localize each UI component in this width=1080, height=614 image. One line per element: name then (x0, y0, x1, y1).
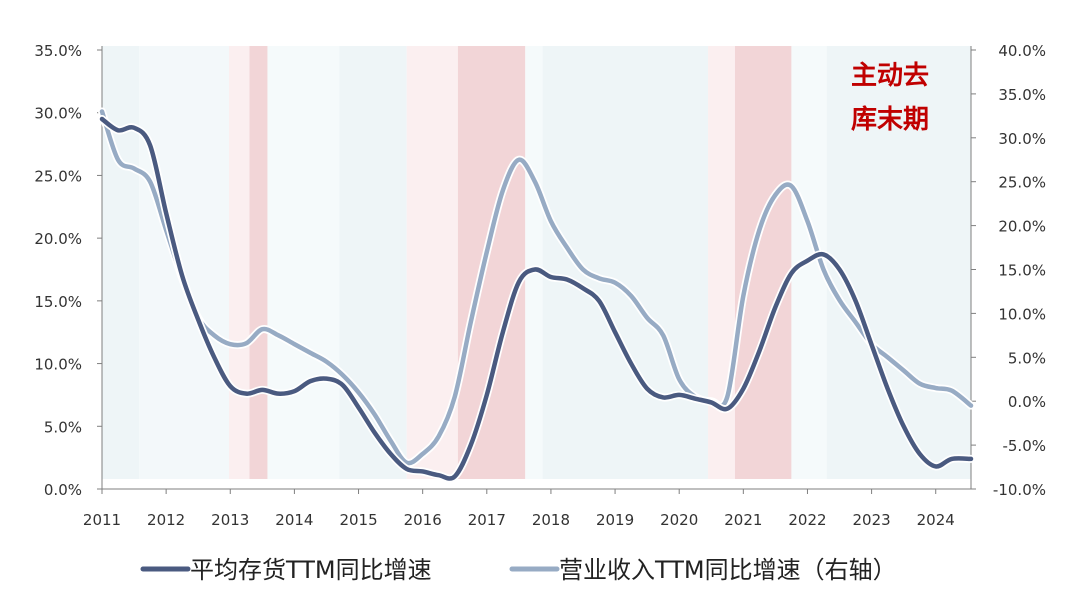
x-axis-tick-label: 2013 (211, 511, 249, 529)
left-axis-tick-label: 10.0% (34, 356, 82, 374)
legend-label-revenue: 营业收入TTM同比增速（右轴） (559, 556, 897, 584)
right-axis-tick-label: 40.0% (998, 42, 1046, 60)
annotation-line-1: 主动去 (851, 61, 929, 91)
series-line-revenue (99, 109, 974, 466)
right-axis-tick-label: 25.0% (998, 174, 1046, 192)
left-axis-tick-label: 35.0% (34, 42, 82, 60)
shaded-period-4 (267, 46, 340, 479)
left-axis-tick-label: 30.0% (34, 105, 82, 123)
legend: 平均存货TTM同比增速 营业收入TTM同比增速（右轴） (140, 556, 897, 584)
x-axis-tick-label: 2022 (788, 511, 826, 529)
shaded-period-10 (708, 46, 735, 479)
series-line-inventory (99, 116, 974, 481)
x-axis-tick-label: 2019 (596, 511, 634, 529)
x-axis-tick-label: 2014 (275, 511, 313, 529)
series-lines (98, 107, 975, 483)
right-axis-tick-label: 20.0% (998, 218, 1046, 236)
x-axis-tick-label: 2020 (660, 511, 698, 529)
shaded-period-1 (139, 46, 229, 479)
x-axis-tick-label: 2024 (917, 511, 955, 529)
shaded-period-9 (542, 46, 709, 479)
shaded-period-2 (228, 46, 250, 479)
annotation-line-2: 库末期 (851, 105, 929, 135)
annotation: 主动去 库末期 (851, 61, 929, 135)
left-axis-tick-label: 15.0% (34, 293, 82, 311)
shaded-period-0 (102, 46, 140, 479)
right-axis-tick-label: 5.0% (1008, 349, 1046, 367)
right-axis-tick-label: 35.0% (998, 86, 1046, 104)
left-axis-tick-label: 0.0% (44, 481, 82, 499)
shaded-periods (102, 46, 971, 479)
x-axis-tick-label: 2017 (468, 511, 506, 529)
shaded-period-7 (457, 46, 526, 479)
right-axis-tick-label: 0.0% (1008, 393, 1046, 411)
right-axis-tick-label: -10.0% (993, 481, 1046, 499)
left-axis-tick-label: 20.0% (34, 230, 82, 248)
x-axis-tick-label: 2023 (853, 511, 891, 529)
shaded-period-11 (734, 46, 792, 479)
right-axis-tick-label: 10.0% (998, 305, 1046, 323)
x-axis-tick-label: 2018 (532, 511, 570, 529)
x-axis-tick-label: 2015 (339, 511, 377, 529)
left-axis-tick-label: 5.0% (44, 418, 82, 436)
axes: 0.0% 5.0% 10.0% 15.0% 20.0% 25.0% 30.0% 35.0% -1… (34, 42, 1046, 529)
shaded-period-3 (249, 46, 268, 479)
x-axis-tick-label: 2012 (147, 511, 185, 529)
right-axis-tick-label: 30.0% (998, 130, 1046, 148)
x-axis-tick-label: 2011 (83, 511, 121, 529)
right-axis-tick-label: 15.0% (998, 262, 1046, 280)
x-axis-tick-label: 2021 (724, 511, 762, 529)
x-axis-tick-label: 2016 (404, 511, 442, 529)
left-axis-tick-label: 25.0% (34, 167, 82, 185)
right-axis-tick-label: -5.0% (1002, 437, 1046, 455)
shaded-period-8 (525, 46, 543, 479)
legend-label-inventory: 平均存货TTM同比增速 (190, 556, 432, 584)
